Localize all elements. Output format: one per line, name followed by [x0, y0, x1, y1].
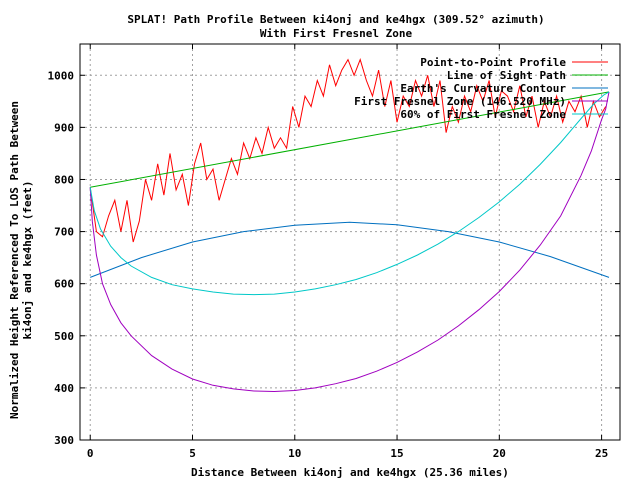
legend-entry-label: Line of Sight Path: [447, 69, 566, 82]
y-tick-label: 400: [54, 382, 74, 395]
series-line-line-of-sight-path: [90, 91, 610, 188]
legend-entry-label: 60% of First Fresnel Zone: [400, 108, 566, 121]
x-tick-label: 25: [595, 447, 608, 460]
x-tick-label: 5: [189, 447, 196, 460]
series-line-earth-s-curvature-contour: [90, 221, 610, 278]
series-layer: [89, 58, 610, 393]
x-tick-label: 0: [87, 447, 94, 460]
x-tick-label: 10: [288, 447, 301, 460]
legend-entry-label: Point-to-Point Profile: [420, 56, 566, 69]
y-tick-label: 1000: [48, 69, 75, 82]
legend-entry-label: Earth's Curvature Contour: [400, 82, 566, 95]
chart-title: SPLAT! Path Profile Between ki4onj and k…: [127, 13, 544, 26]
y-tick-label: 900: [54, 121, 74, 134]
plot-frame: [79, 43, 621, 441]
series-line-60-of-first-fresnel-zone: [89, 91, 610, 296]
y-tick-label: 800: [54, 173, 74, 186]
x-axis-label: Distance Between ki4onj and ke4hgx (25.3…: [191, 466, 509, 479]
x-tick-label: 15: [390, 447, 403, 460]
axis-ticks: 0 5 10 15 20 25 300 400 500 600 700 800 900 1000: [48, 44, 620, 460]
y-axis-label-line1: Normalized Height Referenced To LOS Path…: [8, 101, 21, 419]
y-tick-label: 700: [54, 226, 74, 239]
series-line-point-to-point-profile: [89, 58, 607, 243]
y-tick-label: 300: [54, 434, 74, 447]
x-tick-label: 20: [493, 447, 506, 460]
y-axis-label-line2: ki4onj and ke4hgx (feet): [21, 181, 34, 340]
y-tick-label: 500: [54, 330, 74, 343]
series-line-first-fresnel-zone-146-520-mhz: [89, 91, 610, 393]
y-tick-label: 600: [54, 278, 74, 291]
legend-entry-label: First Fresnel Zone (146.520 MHz): [354, 95, 566, 108]
chart-subtitle: With First Fresnel Zone: [260, 27, 413, 40]
